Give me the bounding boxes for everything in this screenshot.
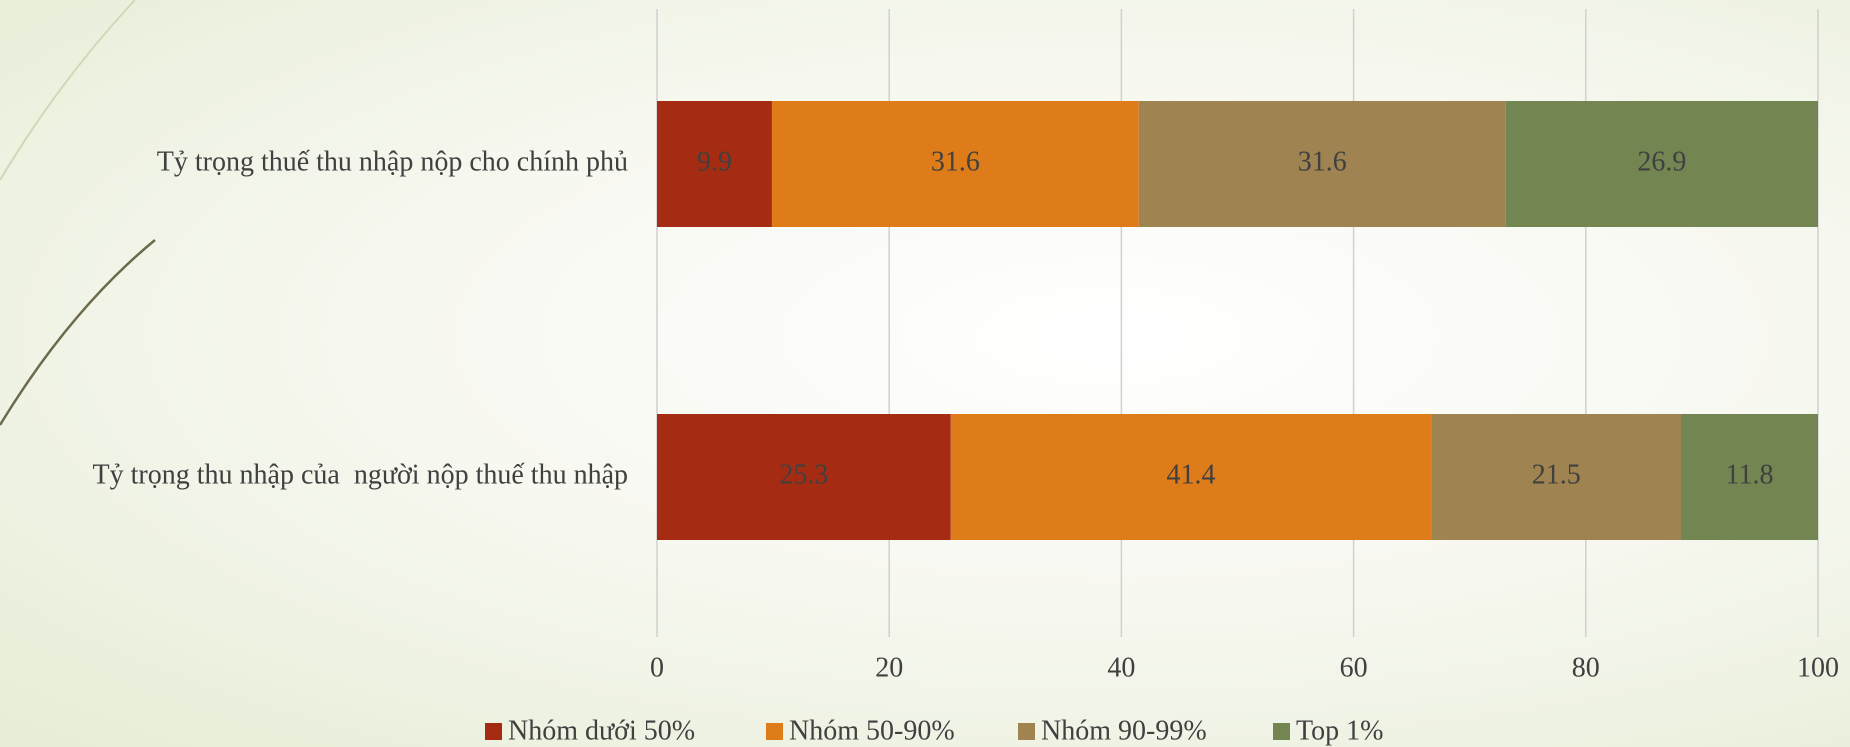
bar-segment <box>1505 101 1818 227</box>
x-tick-label: 100 <box>1797 652 1839 683</box>
legend-label: Nhóm dưới 50% <box>508 715 695 746</box>
data-label: 9.9 <box>697 146 732 177</box>
data-label: 31.6 <box>931 146 980 177</box>
x-tick-label: 60 <box>1340 652 1368 683</box>
bar-segment <box>1681 414 1818 540</box>
data-label: 21.5 <box>1532 459 1581 490</box>
decoration <box>0 239 156 426</box>
bar-segment <box>1138 101 1506 227</box>
y-tick-label: Tỷ trọng thuế thu nhập nộp cho chính phủ <box>157 146 628 177</box>
legend-swatch <box>1273 723 1290 740</box>
y-tick-label: Tỷ trọng thu nhập của người nộp thuế thu… <box>93 459 628 490</box>
bar-segment <box>657 101 772 227</box>
legend-swatch <box>1018 723 1035 740</box>
x-tick-label: 40 <box>1107 652 1135 683</box>
legend-swatch <box>766 723 783 740</box>
data-label: 41.4 <box>1167 459 1216 490</box>
legend-label: Nhóm 50-90% <box>789 715 955 746</box>
data-label: 25.3 <box>779 459 828 490</box>
legend-swatch <box>485 723 502 740</box>
bar-segment <box>771 101 1139 227</box>
x-tick-label: 20 <box>875 652 903 683</box>
legend-label: Top 1% <box>1296 715 1383 746</box>
data-label: 11.8 <box>1726 459 1774 490</box>
x-tick-label: 0 <box>650 652 664 683</box>
x-tick-label: 80 <box>1572 652 1600 683</box>
data-label: 31.6 <box>1298 146 1347 177</box>
bar-segment <box>657 414 951 540</box>
legend-label: Nhóm 90-99% <box>1041 715 1207 746</box>
bar-segment <box>1431 414 1682 540</box>
data-label: 26.9 <box>1637 146 1686 177</box>
bar-segment <box>950 414 1432 540</box>
decoration <box>0 0 136 181</box>
